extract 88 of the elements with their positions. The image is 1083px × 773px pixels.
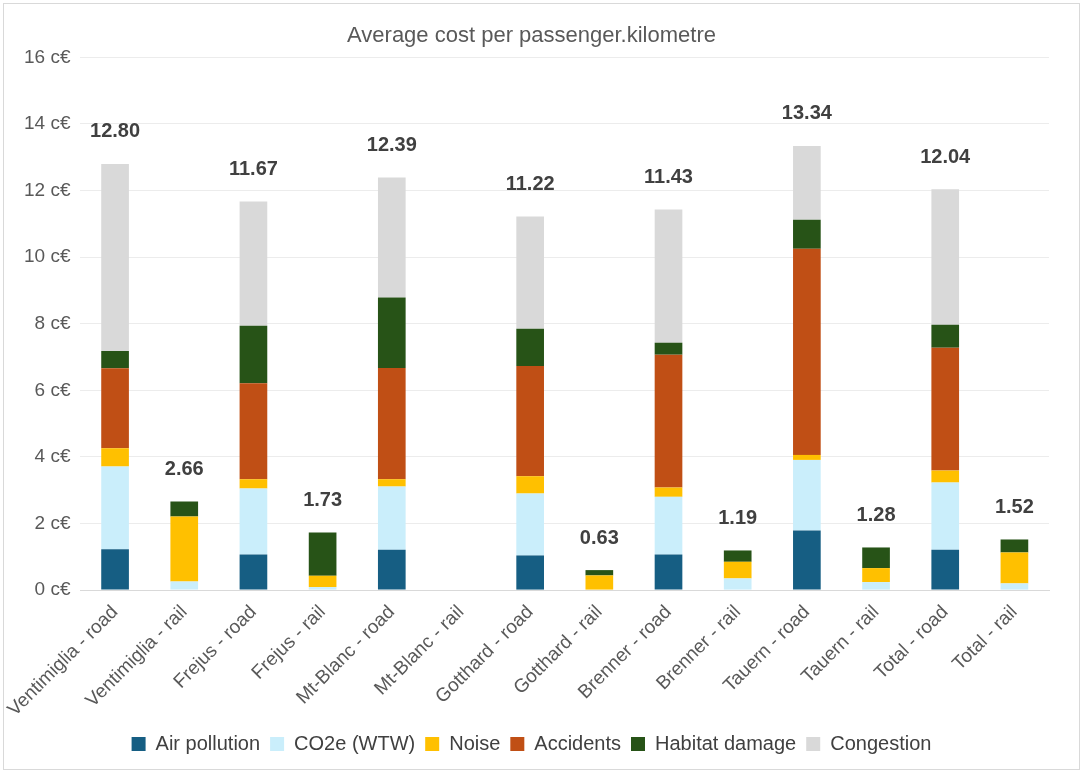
bar	[308, 532, 337, 576]
bar	[931, 470, 960, 483]
bar	[377, 177, 406, 298]
bar	[516, 216, 544, 329]
bar	[170, 516, 199, 582]
bar	[239, 554, 268, 590]
y-tick-label: 10 c€	[24, 245, 71, 267]
total-label: 11.43	[644, 165, 693, 188]
bar	[862, 582, 890, 590]
bar	[862, 547, 890, 569]
y-tick-label: 6 c€	[34, 378, 71, 400]
legend-label: Habitat damage	[655, 731, 797, 754]
bar	[654, 209, 683, 343]
bar	[377, 297, 406, 369]
bar	[723, 578, 752, 590]
bar	[931, 324, 960, 348]
total-label: 2.66	[164, 457, 204, 480]
bar	[101, 448, 129, 467]
bar	[516, 493, 544, 556]
bar	[101, 466, 129, 550]
chart-title: Average cost per passenger.kilometre	[347, 22, 716, 48]
legend-label: CO2e (WTW)	[294, 731, 416, 754]
bar	[170, 581, 199, 590]
total-label: 13.34	[781, 101, 833, 124]
bar	[654, 342, 683, 355]
bar	[516, 328, 544, 367]
bar	[654, 496, 683, 555]
y-tick-label: 8 c€	[34, 311, 71, 333]
y-tick-label: 12 c€	[24, 178, 71, 200]
bar	[308, 575, 337, 588]
bar	[931, 549, 960, 590]
bar	[101, 549, 129, 590]
bar	[101, 368, 129, 449]
bar	[862, 568, 890, 583]
bar	[585, 570, 614, 576]
bar	[793, 530, 821, 590]
total-label: 1.52	[994, 494, 1034, 517]
bar	[377, 549, 406, 590]
legend-label: Air pollution	[155, 731, 261, 754]
y-tick-label: 4 c€	[34, 445, 71, 467]
total-label: 11.67	[228, 157, 278, 180]
bar	[239, 201, 268, 326]
bar	[1000, 583, 1029, 590]
bar	[516, 555, 544, 590]
total-label: 12.80	[90, 119, 141, 142]
bar	[308, 587, 337, 590]
total-label: 11.22	[505, 172, 555, 195]
bar	[654, 487, 683, 497]
total-label: 1.19	[718, 505, 758, 528]
bar	[585, 575, 614, 590]
bar	[793, 459, 821, 531]
bar	[931, 189, 960, 325]
total-label: 12.39	[366, 133, 417, 156]
bar	[239, 383, 268, 480]
y-tick-label: 16 c€	[24, 45, 71, 67]
bar	[239, 325, 268, 384]
bar	[931, 347, 960, 471]
bar	[931, 482, 960, 550]
bar	[793, 248, 821, 455]
bar	[239, 488, 268, 555]
legend-label: Congestion	[830, 731, 932, 754]
bar	[654, 354, 683, 488]
bar	[793, 145, 821, 220]
bar	[101, 351, 129, 369]
bar	[377, 368, 406, 480]
bar	[793, 219, 821, 249]
legend-label: Accidents	[534, 731, 622, 754]
total-label: 1.28	[856, 502, 896, 525]
bar	[1000, 539, 1029, 553]
bar	[516, 366, 544, 477]
total-label: 1.73	[303, 488, 343, 510]
bar	[377, 479, 406, 487]
bar	[723, 550, 752, 562]
bar	[723, 561, 752, 579]
y-tick-label: 2 c€	[34, 511, 71, 533]
bar	[239, 479, 268, 489]
bar	[516, 476, 544, 494]
y-tick-label: 14 c€	[24, 112, 71, 134]
total-label: 12.04	[920, 144, 972, 167]
bar	[1000, 552, 1029, 584]
y-tick-label: 0 c€	[34, 578, 71, 600]
bar	[170, 501, 199, 517]
bar	[101, 163, 129, 352]
bar	[793, 454, 821, 460]
bar	[654, 554, 683, 590]
bar	[377, 486, 406, 550]
legend-label: Noise	[449, 731, 501, 754]
total-label: 0.63	[579, 525, 619, 548]
